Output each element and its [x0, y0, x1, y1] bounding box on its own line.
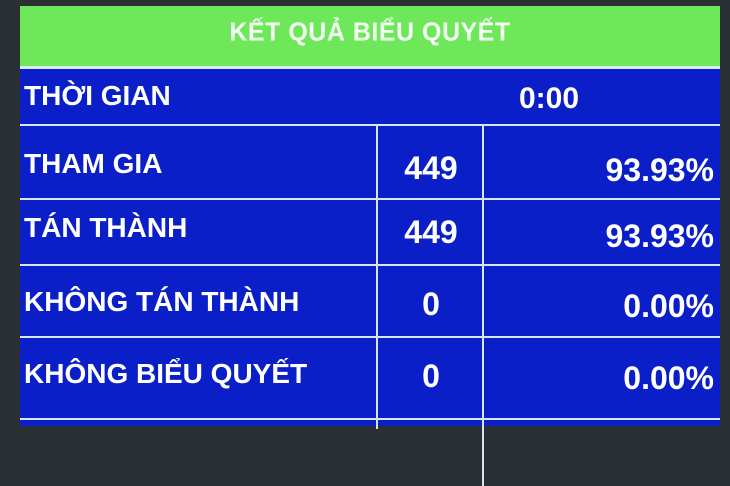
table-row: THAM GIA 449 93.93%	[20, 126, 720, 200]
row-percent: 0.00%	[623, 288, 714, 324]
table-row: TÁN THÀNH 449 93.93%	[20, 200, 720, 266]
time-label: THỜI GIAN	[24, 80, 171, 111]
row-percent: 0.00%	[623, 360, 714, 396]
results-header: KẾT QUẢ BIỂU QUYẾT	[20, 6, 720, 69]
column-divider	[482, 126, 484, 486]
row-label: KHÔNG BIỂU QUYẾT	[24, 358, 308, 389]
row-label: KHÔNG TÁN THÀNH	[24, 286, 300, 317]
row-percent: 93.93%	[605, 152, 714, 188]
row-label: THAM GIA	[24, 148, 163, 179]
row-count: 0	[422, 358, 440, 394]
time-value: 0:00	[518, 82, 580, 115]
row-label: TÁN THÀNH	[24, 212, 188, 243]
table-row: KHÔNG TÁN THÀNH 0 0.00%	[20, 266, 720, 338]
row-count: 0	[422, 286, 440, 322]
column-divider	[376, 69, 378, 429]
row-percent: 93.93%	[605, 218, 714, 254]
results-title: KẾT QUẢ BIỂU QUYẾT	[229, 17, 511, 47]
row-count: 449	[404, 150, 458, 186]
row-count: 449	[404, 214, 458, 250]
table-row: KHÔNG BIỂU QUYẾT 0 0.00%	[20, 338, 720, 420]
time-row: THỜI GIAN 0:00	[20, 69, 720, 126]
vote-results-screen: KẾT QUẢ BIỂU QUYẾT THỜI GIAN 0:00 THAM G…	[20, 6, 720, 486]
